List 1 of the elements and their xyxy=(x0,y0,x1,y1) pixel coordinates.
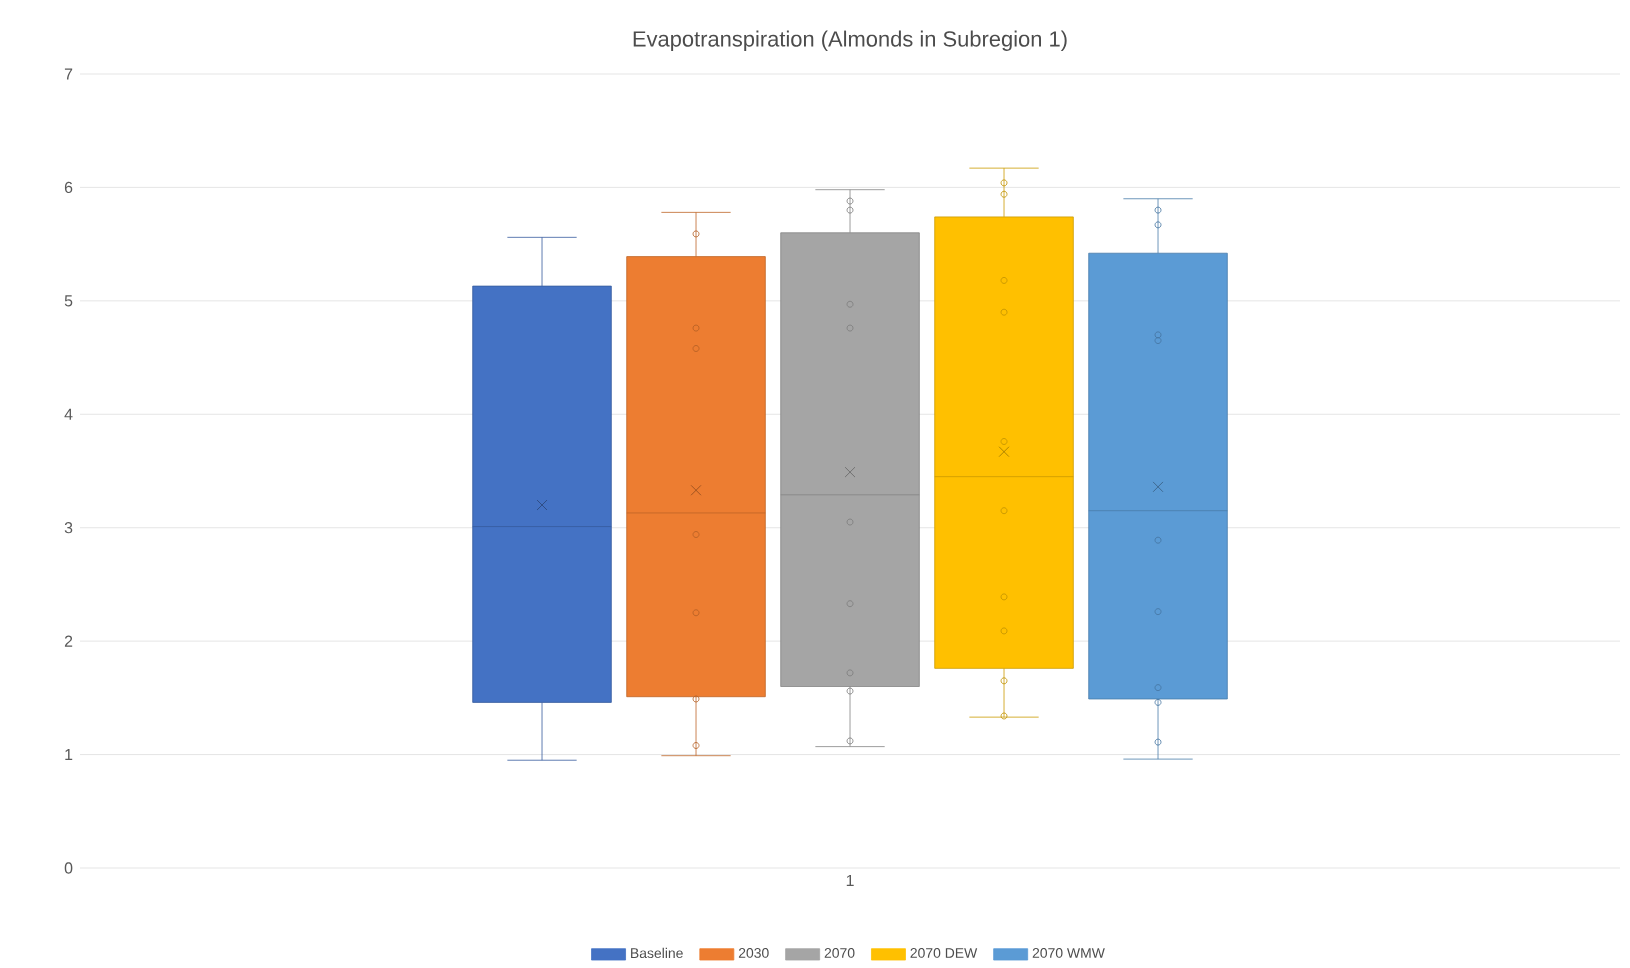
chart-title: Evapotranspiration (Almonds in Subregion 1) xyxy=(633,30,1067,51)
